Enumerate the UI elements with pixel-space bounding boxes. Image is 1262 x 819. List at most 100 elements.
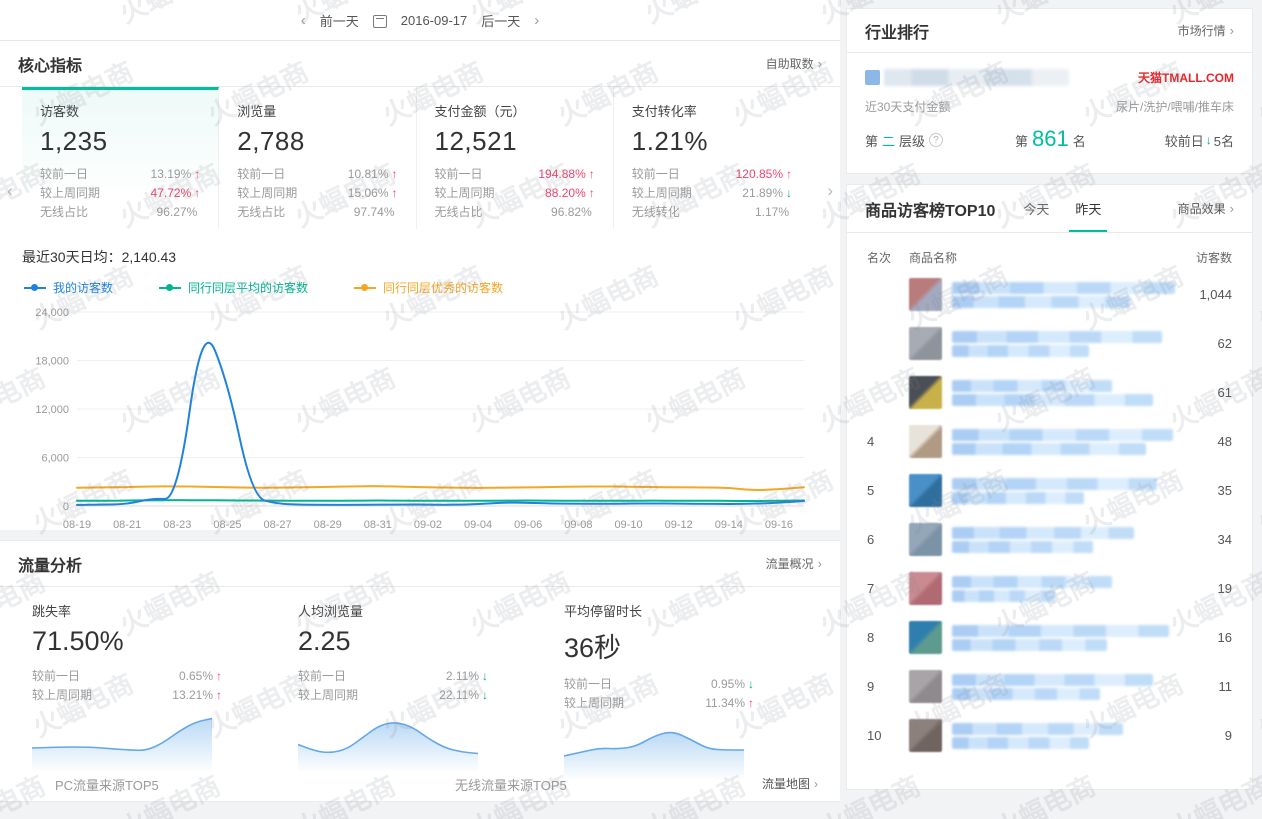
table-row[interactable]: 10 9 (847, 711, 1252, 760)
metric-card-payment-amount[interactable]: 支付金额（元） 12,521 较前一日 194.88% ↑ 较上周同期 88.20% ↑… (417, 87, 614, 229)
trend-arrow-icon: ↑ (194, 167, 201, 181)
metric-compare-row: 无线占比 97.74% (237, 205, 395, 219)
table-row[interactable]: 1 1,044 (847, 270, 1252, 319)
product-thumbnail (909, 572, 942, 605)
legend-my-visitors[interactable]: 我的访客数 (24, 279, 113, 296)
next-day-chevron-icon[interactable]: › (534, 11, 540, 29)
svg-text:0: 0 (63, 501, 69, 513)
svg-text:24,000: 24,000 (35, 307, 69, 319)
trend-arrow-icon: ↑ (588, 167, 595, 181)
product-name-blurred (952, 721, 1180, 751)
svg-text:09-04: 09-04 (464, 519, 492, 531)
svg-text:09-14: 09-14 (715, 519, 743, 531)
metric-card-conversion-rate[interactable]: 支付转化率 1.21% 较前一日 120.85% ↑ 较上周同期 21.89% ↓ 无线… (614, 87, 810, 229)
tab-yesterday[interactable]: 昨天 (1069, 185, 1108, 232)
trend-arrow-icon: ↑ (216, 669, 222, 683)
product-thumbnail (909, 278, 942, 311)
self-service-data-link[interactable]: 自助取数 › (765, 56, 822, 71)
product-thumbnail (909, 621, 942, 654)
core-metrics-section: 核心指标 自助取数 › ‹ › 访客数 1,235 较前一日 13.19% ↑ 较上周… (0, 40, 840, 531)
metric-card-pageviews[interactable]: 浏览量 2,788 较前一日 10.81% ↑ 较上周同期 15.06% ↑ 无线占比 9… (219, 87, 417, 229)
industry-ranking-title: 行业排行 (865, 24, 930, 42)
table-row[interactable]: 9 11 (847, 662, 1252, 711)
table-row[interactable]: 5 35 (847, 466, 1252, 515)
chart-30day-average-title: 最近30天日均：2,140.43 (22, 249, 177, 265)
product-name-blurred (952, 329, 1180, 359)
svg-text:08-27: 08-27 (263, 519, 291, 531)
table-row[interactable]: 4 48 (847, 417, 1252, 466)
next-day-button[interactable]: 后一天 (481, 13, 521, 29)
wireless-traffic-top5-label: 无线流量来源TOP5 (455, 778, 567, 793)
calendar-icon[interactable] (372, 14, 387, 28)
legend-peer-average[interactable]: 同行同层平均的访客数 (159, 279, 308, 296)
current-date[interactable]: 2016-09-17 (400, 12, 468, 28)
visitors-value: 62 (1217, 336, 1232, 351)
metrics-carousel-right-chevron[interactable]: › (827, 181, 833, 200)
bounce-rate-sparkline (31, 711, 298, 778)
product-visitors-top10-section: 商品访客榜TOP10 今天 昨天 商品效果 › 名次 商品名称 访客数 1 1,0… (846, 184, 1253, 790)
trend-arrow-icon: ↓ (482, 688, 488, 702)
metric-compare-row: 较上周同期 15.06% ↑ (237, 184, 397, 203)
line-chart[interactable]: 0 6,000 12,000 18,000 24,000 08-19 08-21 08-23 0… (22, 298, 820, 543)
metric-compare-row: 较前一日 194.88% ↑ (435, 165, 595, 184)
product-effect-link[interactable]: 商品效果 › (1177, 201, 1234, 216)
table-row[interactable]: 3 61 (847, 368, 1252, 417)
metric-card-visitors[interactable]: 访客数 1,235 较前一日 13.19% ↑ 较上周同期 47.72% ↑ 无线占比 9… (22, 87, 220, 229)
visitors-value: 1,044 (1199, 287, 1232, 302)
metrics-carousel-left-chevron[interactable]: ‹ (7, 181, 13, 200)
trend-arrow-icon: ↑ (588, 186, 595, 200)
trend-arrow-icon: ↑ (748, 696, 754, 710)
visitors-value: 48 (1217, 434, 1232, 449)
legend-peer-excellent[interactable]: 同行同层优秀的访客数 (354, 279, 503, 296)
chevron-right-icon: › (817, 56, 822, 71)
svg-text:6,000: 6,000 (41, 453, 69, 465)
market-quotes-link[interactable]: 市场行情 › (1177, 23, 1234, 38)
metric-value: 1,235 (40, 126, 108, 156)
metric-value: 2,788 (237, 126, 305, 156)
product-name-blurred (952, 525, 1180, 555)
visitors-value: 16 (1217, 630, 1232, 645)
prev-day-button[interactable]: 前一天 (319, 13, 359, 29)
metric-compare-row: 较前一日 0.65% ↑ (32, 667, 222, 686)
industry-ranking-section: 行业排行 市场行情 › 天猫TMALL.COM 近30天支付金额 尿片/洗护/喂哺… (846, 8, 1253, 174)
metric-value: 2.25 (298, 626, 351, 656)
svg-text:09-10: 09-10 (614, 519, 642, 531)
table-row[interactable]: 8 16 (847, 613, 1252, 662)
table-row[interactable]: 6 34 (847, 515, 1252, 564)
product-thumbnail (909, 376, 942, 409)
rank-number: 6 (867, 532, 875, 547)
traffic-metric-stay-duration: 平均停留时长 36秒 较前一日 0.95% ↓ 较上周同期 11.34% ↑ (563, 601, 830, 786)
chevron-right-icon: › (814, 777, 818, 791)
visitors-value: 35 (1217, 483, 1232, 498)
traffic-overview-link[interactable]: 流量概况 › (765, 556, 822, 571)
traffic-metric-bounce-rate: 跳失率 71.50% 较前一日 0.65% ↑ 较上周同期 13.21% ↑ (31, 601, 298, 786)
top10-tabs: 今天 昨天 (1023, 185, 1108, 232)
svg-text:08-29: 08-29 (314, 519, 342, 531)
table-row[interactable]: 7 19 (847, 564, 1252, 613)
traffic-map-link[interactable]: 流量地图 › (761, 777, 818, 791)
visitors-column-header: 访客数 (1195, 251, 1232, 265)
metric-label: 浏览量 (237, 104, 277, 119)
top10-rows: 1 1,044 2 62 3 61 4 (847, 270, 1252, 760)
metric-value: 12,521 (434, 126, 518, 156)
core-metrics-title: 核心指标 (18, 57, 83, 75)
prev-day-chevron-icon[interactable]: ‹ (300, 11, 306, 29)
date-navigation: ‹ 前一天 2016-09-17 后一天 › (0, 0, 840, 40)
product-name-blurred (952, 427, 1180, 457)
product-name-blurred (952, 476, 1180, 506)
tab-today[interactable]: 今天 (1023, 202, 1050, 217)
metric-label: 人均浏览量 (298, 604, 364, 619)
legend-marker-icon (159, 284, 182, 291)
category-label: 尿片/洗护/喂哺/推车床 (1115, 100, 1234, 114)
trend-arrow-icon: ↓ (786, 186, 792, 200)
help-icon[interactable]: ? (929, 133, 944, 147)
table-row[interactable]: 2 62 (847, 319, 1252, 368)
trend-arrow-icon: ↑ (216, 688, 222, 702)
shop-icon (865, 70, 880, 85)
product-name-blurred (952, 574, 1180, 604)
shop-name-blurred (865, 69, 1069, 86)
top10-column-headers: 名次 商品名称 访客数 (847, 249, 1252, 266)
svg-text:09-16: 09-16 (765, 519, 793, 531)
product-name-blurred (952, 378, 1180, 408)
top10-title: 商品访客榜TOP10 (865, 202, 996, 220)
